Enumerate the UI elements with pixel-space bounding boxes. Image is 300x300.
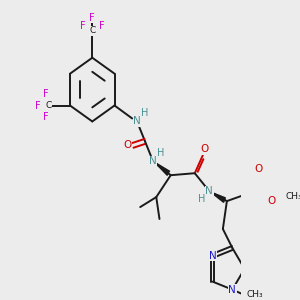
Polygon shape bbox=[155, 162, 170, 175]
Text: N: N bbox=[206, 186, 213, 196]
Text: O: O bbox=[200, 144, 208, 154]
Text: N: N bbox=[133, 116, 141, 126]
Text: N: N bbox=[149, 156, 157, 166]
Text: C: C bbox=[89, 26, 95, 35]
Text: F: F bbox=[43, 112, 49, 122]
Text: O: O bbox=[267, 196, 275, 206]
Text: H: H bbox=[158, 148, 165, 158]
Text: O: O bbox=[123, 140, 131, 150]
Text: F: F bbox=[89, 13, 95, 23]
Text: H: H bbox=[141, 109, 149, 118]
Text: CH₃: CH₃ bbox=[285, 192, 300, 201]
Polygon shape bbox=[211, 192, 225, 202]
Text: N: N bbox=[209, 251, 217, 261]
Text: F: F bbox=[80, 21, 86, 31]
Text: F: F bbox=[99, 21, 105, 31]
Text: H: H bbox=[197, 194, 205, 204]
Text: F: F bbox=[35, 100, 41, 110]
Text: C: C bbox=[45, 101, 52, 110]
Text: N: N bbox=[229, 285, 236, 295]
Text: F: F bbox=[43, 88, 49, 99]
Text: CH₃: CH₃ bbox=[247, 290, 263, 299]
Text: O: O bbox=[254, 164, 262, 174]
